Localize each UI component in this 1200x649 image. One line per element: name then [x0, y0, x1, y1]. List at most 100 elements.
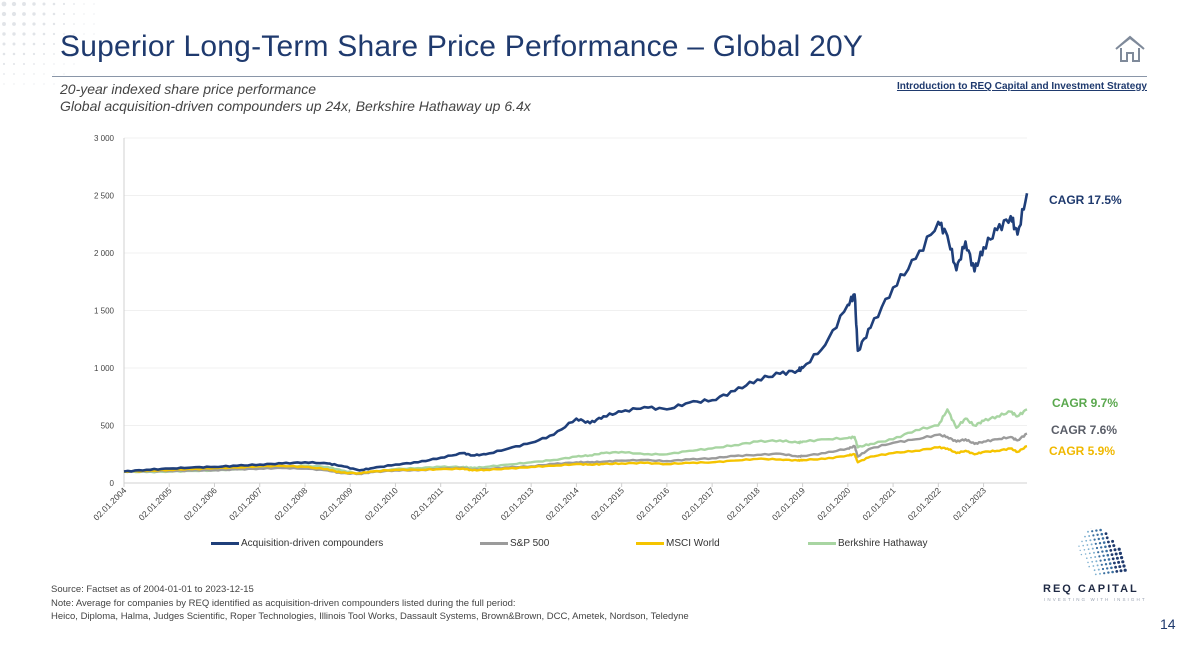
- pattern-dot: [73, 33, 75, 35]
- pattern-dot: [32, 32, 36, 36]
- x-tick-label: 02.01.2021: [860, 485, 897, 522]
- cagr-text: CAGR 17.5%: [1049, 193, 1122, 207]
- cagr-label-berkshire: CAGR 9.7%: [1052, 396, 1118, 410]
- logo-dot: [1093, 551, 1095, 554]
- logo-dot: [1122, 564, 1126, 568]
- pattern-dot: [23, 83, 25, 85]
- pattern-dot: [83, 3, 85, 5]
- footer-notes: Source: Factset as of 2004-01-01 to 2023…: [51, 583, 689, 624]
- logo-dot: [1109, 549, 1113, 552]
- pattern-dot: [42, 22, 46, 26]
- pattern-dot: [12, 32, 16, 36]
- pattern-dot: [52, 2, 56, 6]
- logo-dot: [1104, 545, 1107, 549]
- pattern-dot: [83, 13, 85, 15]
- pattern-dot: [62, 2, 66, 6]
- logo-dot: [1078, 545, 1080, 547]
- logo-dot: [1095, 560, 1098, 563]
- logo-dot: [1095, 529, 1098, 532]
- pattern-dot: [93, 23, 95, 25]
- logo-dot: [1095, 546, 1099, 550]
- x-tick-label: 02.01.2022: [906, 485, 943, 522]
- logo-dot: [1115, 556, 1119, 560]
- pattern-dot: [53, 83, 55, 85]
- pattern-dot: [73, 43, 75, 45]
- x-tick-label: 02.01.2004: [91, 485, 128, 522]
- logo-dot: [1097, 537, 1100, 541]
- legend-label: MSCI World: [666, 538, 720, 549]
- logo-dot: [1101, 537, 1105, 540]
- pattern-dot: [22, 2, 26, 6]
- logo-dot: [1108, 544, 1111, 548]
- legend-swatch: [211, 542, 239, 545]
- logo-dot: [1101, 550, 1104, 553]
- y-tick-label: 500: [101, 422, 115, 431]
- methodology-note: Note: Average for companies by REQ ident…: [51, 597, 516, 609]
- x-tick-label: 02.01.2019: [770, 485, 807, 522]
- logo-dot: [1094, 573, 1097, 576]
- legend-item-berkshire: Berkshire Hathaway: [808, 538, 927, 549]
- legend-label: Acquisition-driven compounders: [241, 538, 384, 549]
- y-tick-label: 3 000: [94, 134, 115, 143]
- intro-nav-link[interactable]: Introduction to REQ Capital and Investme…: [896, 81, 1147, 92]
- pattern-dot: [93, 13, 95, 15]
- logo-dot: [1093, 569, 1096, 572]
- pattern-dot: [1, 11, 7, 17]
- logo-dot: [1113, 548, 1117, 552]
- logo-dot: [1098, 542, 1102, 545]
- logo-dot: [1091, 530, 1094, 533]
- x-tick-label: 02.01.2018: [725, 485, 762, 522]
- logo-dot: [1094, 542, 1097, 545]
- logo-dot: [1106, 553, 1110, 557]
- pattern-dot: [22, 42, 26, 46]
- logo-dot: [1084, 553, 1087, 555]
- logo-dot: [1119, 569, 1123, 573]
- y-tick-label: 0: [110, 479, 115, 488]
- logo-dot: [1111, 539, 1115, 543]
- logo-dot: [1082, 544, 1084, 547]
- x-tick-label: 02.01.2010: [363, 485, 400, 522]
- gridlines: [123, 137, 1027, 484]
- logo-dot: [1101, 567, 1105, 571]
- pattern-dot: [32, 42, 36, 46]
- pattern-dot: [83, 33, 85, 35]
- pattern-dot: [23, 73, 25, 75]
- logo-dot: [1089, 539, 1092, 542]
- pattern-dot: [11, 1, 17, 7]
- y-tick-label: 2 500: [94, 192, 115, 201]
- pattern-dot: [42, 12, 46, 16]
- pattern-dot: [83, 23, 85, 25]
- logo-dot: [1098, 555, 1101, 558]
- logo-dot: [1092, 534, 1095, 537]
- logo-dot: [1093, 538, 1096, 541]
- pattern-dot: [83, 43, 85, 45]
- pattern-dot: [1, 1, 7, 7]
- pattern-dot: [52, 32, 56, 36]
- pattern-dot: [52, 12, 56, 16]
- logo-dot: [1096, 564, 1099, 567]
- pattern-dot: [2, 32, 6, 36]
- series-lines: [123, 192, 1029, 476]
- pattern-dot: [63, 73, 65, 75]
- logo-dot: [1091, 560, 1094, 563]
- chart-subtitle: 20-year indexed share price performance …: [60, 81, 531, 115]
- pattern-dot: [42, 32, 46, 36]
- page-title: Superior Long-Term Share Price Performan…: [60, 30, 864, 63]
- pattern-dot: [22, 22, 26, 26]
- logo-dot: [1111, 570, 1114, 574]
- logo-dot: [1110, 553, 1114, 556]
- pattern-dot: [93, 3, 95, 5]
- pattern-dot: [83, 53, 85, 55]
- y-tick-label: 1 000: [94, 364, 115, 373]
- logo-dot: [1079, 549, 1081, 552]
- x-tick-label: 02.01.2008: [272, 485, 309, 522]
- pattern-dot: [53, 63, 55, 65]
- pattern-dot: [73, 3, 75, 5]
- home-button[interactable]: [1113, 34, 1147, 64]
- logo-dot: [1108, 562, 1112, 565]
- pattern-dot: [3, 73, 5, 75]
- logo-dot: [1112, 544, 1116, 548]
- logo-dot: [1091, 547, 1094, 550]
- logo-dot: [1099, 572, 1101, 575]
- logo-tagline: INVESTING WITH INSIGHT: [1044, 597, 1147, 602]
